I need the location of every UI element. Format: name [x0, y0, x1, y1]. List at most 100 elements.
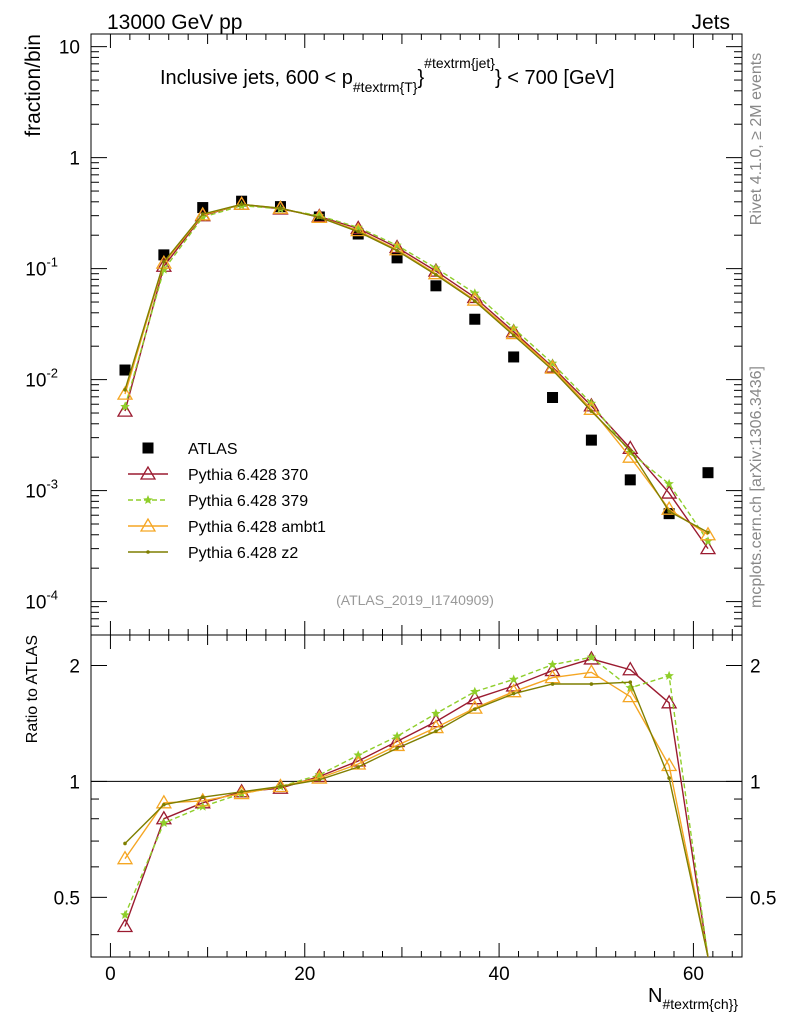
- pythia-6-428-379-point: [198, 212, 208, 222]
- legend-marker: [139, 465, 157, 480]
- pythia-6-428-ambt1-ratio-point: [155, 794, 173, 809]
- pythia-6-428-370-point: [699, 540, 717, 555]
- ratio-ylabel: Ratio to ATLAS: [24, 635, 41, 743]
- y-tick-label: 1: [69, 149, 80, 170]
- ratio-y-tick-label-right: 1: [750, 772, 761, 793]
- pythia-6-428-z2-point: [123, 387, 127, 392]
- atlas-point: [702, 467, 714, 479]
- pythia-6-428-379-ratio-point: [431, 708, 441, 718]
- pythia-6-428-z2-ratio-point: [434, 729, 438, 734]
- pythia-6-428-z2-point: [472, 299, 477, 303]
- pythia-6-428-379-point: [703, 536, 713, 546]
- pythia-6-428-379-point: [664, 478, 674, 488]
- xlabel-sub: #textrm{ch}}: [663, 996, 739, 1012]
- pythia-6-428-370-ratio-point: [583, 650, 600, 665]
- pythia-6-428-379-ratio-point: [664, 670, 674, 680]
- pythia-6-428-ambt1-line: [124, 203, 709, 536]
- title-sub: #textrm{T}: [353, 79, 418, 95]
- pythia-6-428-370-ratio-point: [505, 677, 522, 692]
- pythia-6-428-z2-point: [356, 229, 361, 234]
- pythia-6-428-379-ratio-line: [124, 656, 709, 958]
- atlas-point: [430, 280, 442, 292]
- legend-marker: [143, 495, 153, 504]
- y-tick-label: 10-1: [25, 255, 58, 281]
- pythia-6-428-ambt1-point: [116, 385, 134, 400]
- pythia-6-428-z2-point: [589, 409, 594, 413]
- chart-title: Inclusive jets, 600 < p#textrm{T}}#textr…: [160, 55, 615, 95]
- source-label: mcplots.cern.ch [arXiv:1306.3436]: [748, 366, 765, 608]
- y-tick-label: 10-4: [25, 588, 58, 614]
- pythia-6-428-370-ratio-point: [544, 662, 561, 677]
- pythia-6-428-z2-line: [124, 203, 709, 534]
- atlas-point: [119, 364, 131, 376]
- pythia-6-428-z2-point: [317, 215, 322, 220]
- title-close-brace: }: [417, 67, 424, 89]
- pythia-6-428-ambt1-ratio-point: [622, 688, 639, 703]
- x-axis-label: N#textrm{ch}}: [648, 985, 738, 1012]
- pythia-6-428-370-ratio-point: [660, 694, 678, 709]
- atlas-point: [508, 351, 520, 363]
- atlas-point: [585, 434, 597, 446]
- pythia-6-428-z2-point: [239, 202, 244, 207]
- ratio-panel-axes: 0 20 40 60 0.5 0.5 1 1 2 2: [54, 635, 776, 985]
- x-tick-label: 40: [489, 964, 510, 985]
- header-left: 13000 GeV pp: [107, 11, 242, 34]
- pythia-6-428-z2-point: [550, 368, 555, 372]
- pythia-6-428-ambt1-ratio-point: [660, 757, 678, 772]
- ratio-y-tick-label: 1: [69, 772, 80, 793]
- legend-label: ATLAS: [188, 441, 238, 458]
- pythia-6-428-z2-ratio-point: [123, 841, 127, 846]
- pythia-6-428-ambt1-point: [699, 526, 717, 541]
- ratio-y-tick-label-right: 0.5: [750, 888, 776, 909]
- pythia-6-428-379-ratio-point: [314, 769, 325, 779]
- analysis-id: (ATLAS_2019_I1740909): [336, 592, 494, 608]
- pythia-6-428-z2-ratio-point: [472, 707, 477, 712]
- pythia-6-428-370-point: [116, 402, 134, 417]
- pythia-6-428-370-ratio-line: [124, 658, 709, 958]
- pythia-6-428-z2-ratio-point: [589, 682, 594, 686]
- pythia-6-428-ambt1-ratio-point: [505, 683, 522, 698]
- pythia-6-428-z2-point: [511, 333, 516, 338]
- legend-marker: [139, 517, 157, 532]
- pythia-6-428-370-ratio-point: [622, 661, 639, 676]
- pythia-6-428-z2-ratio-point: [550, 682, 555, 686]
- pythia-6-428-z2-ratio-point: [278, 784, 283, 789]
- x-tick-label: 20: [294, 964, 315, 985]
- pythia-6-428-z2-ratio-point: [200, 795, 205, 799]
- pythia-6-428-379-point: [120, 401, 130, 411]
- pythia-6-428-z2-ratio-point: [395, 746, 399, 750]
- pythia-6-428-ambt1-point: [155, 254, 173, 269]
- pythia-6-428-z2-point: [200, 212, 205, 216]
- pythia-6-428-ambt1-ratio-point: [311, 769, 328, 784]
- title-sup: #textrm{jet}: [424, 55, 495, 71]
- main-panel-series: [116, 195, 717, 555]
- xlabel-main: N: [648, 985, 662, 1007]
- atlas-point: [469, 313, 481, 325]
- pythia-6-428-ambt1-ratio-point: [583, 664, 600, 678]
- header-right: Jets: [691, 11, 730, 34]
- pythia-6-428-z2-point: [395, 248, 399, 253]
- pythia-6-428-370-ratio-point: [427, 713, 445, 728]
- main-ylabel: fraction/bin: [22, 34, 45, 137]
- atlas-point: [624, 474, 636, 486]
- rivet-label: Rivet 4.1.0, ≥ 2M events: [748, 53, 765, 225]
- legend-label: Pythia 6.428 z2: [188, 545, 298, 562]
- pythia-6-428-z2-point: [162, 260, 166, 264]
- pythia-6-428-z2-ratio-point: [628, 680, 633, 684]
- legend-marker: [142, 442, 154, 454]
- main-panel-axes: 10-4 10-3 10-2 10-1 1 10: [25, 34, 742, 636]
- pythia-6-428-z2-ratio-point: [356, 765, 361, 769]
- pythia-6-428-z2-ratio-point: [239, 789, 244, 794]
- title-post: } < 700 [GeV]: [495, 67, 615, 89]
- pythia-6-428-370-point: [660, 484, 678, 499]
- pythia-6-428-z2-ratio-point: [511, 691, 516, 696]
- pythia-6-428-379-ratio-point: [547, 659, 558, 669]
- y-tick-label: 10-2: [25, 366, 58, 392]
- pythia-6-428-z2-point: [706, 530, 710, 535]
- title-pre: Inclusive jets, 600 < p: [160, 67, 353, 89]
- pythia-6-428-ambt1-point: [350, 222, 367, 237]
- pythia-6-428-ambt1-ratio-point: [116, 850, 134, 865]
- pythia-6-428-379-ratio-point: [159, 818, 169, 827]
- ratio-y-tick-label-right: 2: [750, 656, 761, 677]
